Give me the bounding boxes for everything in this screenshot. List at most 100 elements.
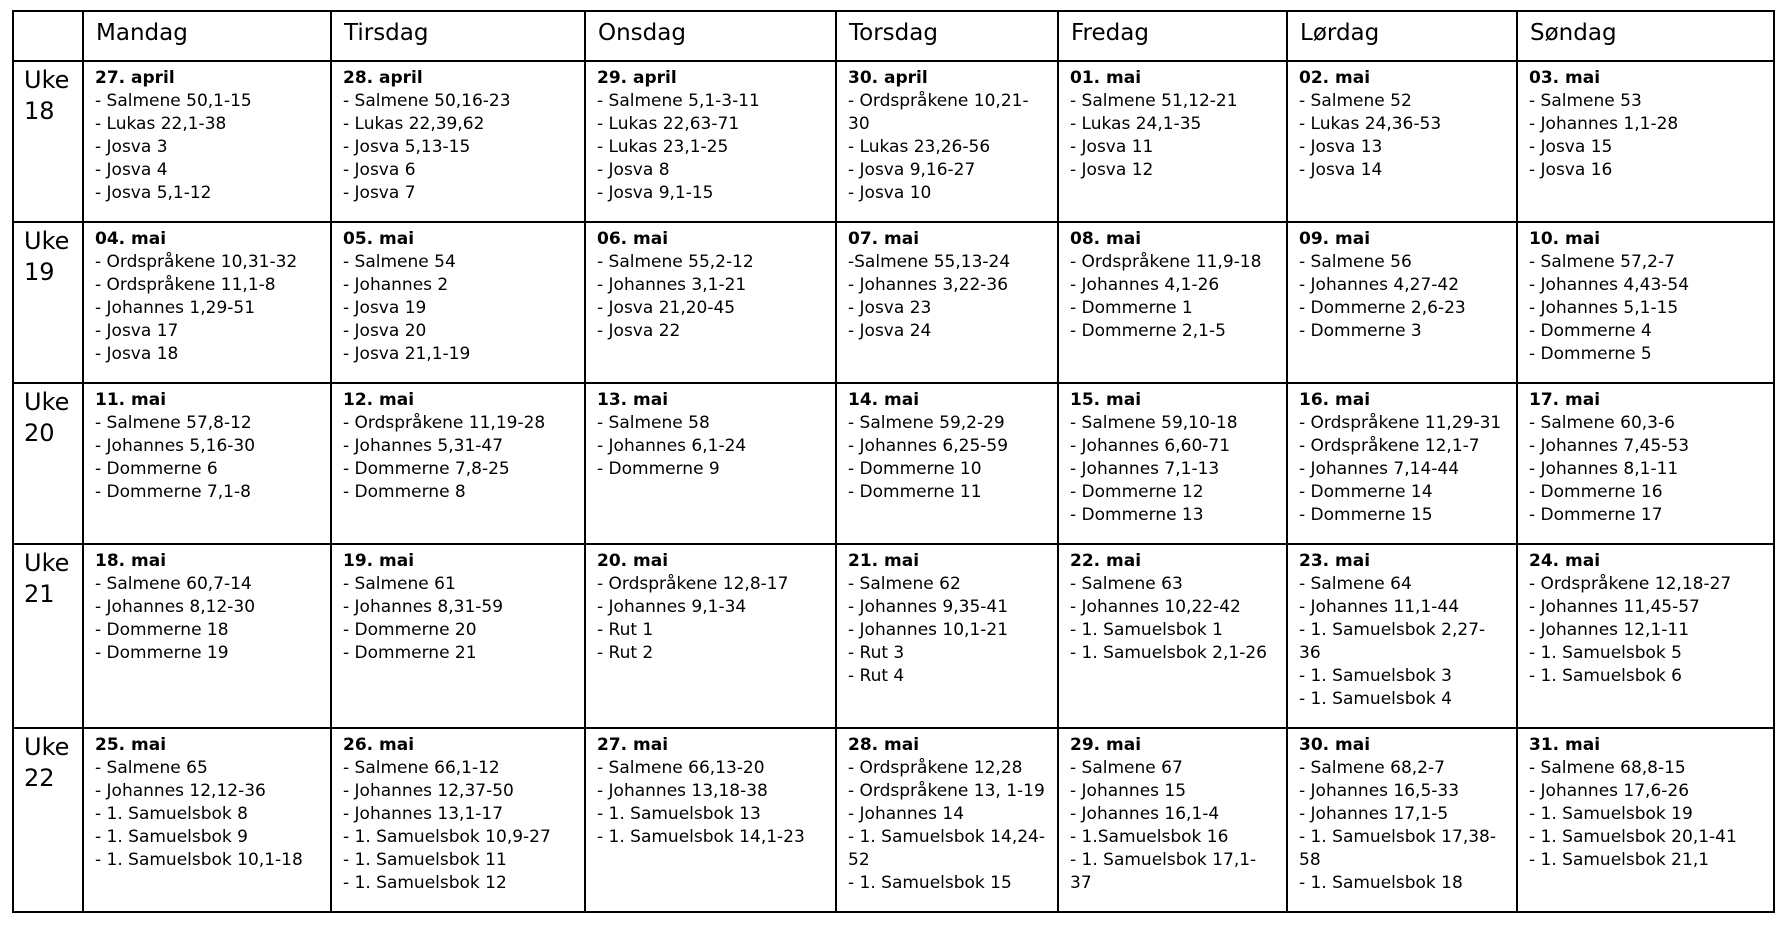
day-cell: 01. mai - Salmene 51,12-21 - Lukas 24,1-35… — [1057, 60, 1288, 223]
reading-line: - Salmene 54 — [343, 252, 456, 272]
day-cell: 23. mai - Salmene 64 - Johannes 11,1-44 - 1… — [1286, 543, 1518, 729]
date-heading: 08. mai — [1070, 229, 1142, 249]
reading-line: - Johannes 7,45-53 — [1529, 436, 1690, 456]
reading-line: - Dommerne 20 — [343, 620, 477, 640]
reading-line: - Rut 4 — [848, 666, 905, 686]
reading-line: - 1. Samuelsbok 18 — [1299, 873, 1463, 893]
reading-line: - Johannes 11,1-44 — [1299, 597, 1460, 617]
reading-line: - Dommerne 2,6-23 — [1299, 298, 1466, 318]
reading-line: - 1. Samuelsbok 11 — [343, 850, 507, 870]
reading-line: - Salmene 66,13-20 — [597, 758, 765, 778]
week-label: Uke 21 — [12, 543, 84, 729]
reading-line: - Johannes 17,1-5 — [1299, 804, 1449, 824]
reading-line: - 1. Samuelsbok 14,24-52 — [848, 827, 1045, 870]
day-header: Tirsdag — [330, 10, 586, 62]
reading-line: - Rut 2 — [597, 643, 654, 663]
day-cell: 30. april - Ordspråkene 10,21-30 - Lukas 2… — [835, 60, 1059, 223]
date-heading: 13. mai — [597, 390, 669, 410]
date-heading: 22. mai — [1070, 551, 1142, 571]
reading-line: - Salmene 5,1-3-11 — [597, 91, 760, 111]
day-cell: 06. mai - Salmene 55,2-12 - Johannes 3,1-2… — [584, 221, 837, 384]
reading-line: - 1. Samuelsbok 21,1 — [1529, 850, 1710, 870]
day-header: Søndag — [1516, 10, 1775, 62]
reading-line: - Dommerne 10 — [848, 459, 982, 479]
reading-line: - Johannes 9,1-34 — [597, 597, 747, 617]
reading-line: - Dommerne 19 — [95, 643, 229, 663]
reading-line: - Josva 13 — [1299, 137, 1383, 157]
reading-line: - Lukas 23,1-25 — [597, 137, 729, 157]
reading-plan-table: Mandag Tirsdag Onsdag Torsdag Fredag Lørdag Sø… — [12, 10, 1775, 913]
reading-line: - Johannes 7,1-13 — [1070, 459, 1220, 479]
date-heading: 04. mai — [95, 229, 167, 249]
reading-line: - Josva 4 — [95, 160, 168, 180]
reading-line: - Josva 5,1-12 — [95, 183, 212, 203]
reading-line: - 1. Samuelsbok 17,1-37 — [1070, 850, 1257, 893]
reading-line: - Lukas 24,36-53 — [1299, 114, 1442, 134]
reading-line: - Johannes 5,31-47 — [343, 436, 504, 456]
date-heading: 11. mai — [95, 390, 167, 410]
date-heading: 28. mai — [848, 735, 920, 755]
reading-line: - Salmene 55,2-12 — [597, 252, 754, 272]
day-cell: 09. mai - Salmene 56 - Johannes 4,27-42 - D… — [1286, 221, 1518, 384]
reading-line: - 1. Samuelsbok 1 — [1070, 620, 1223, 640]
reading-line: - Josva 3 — [95, 137, 168, 157]
table-body: Uke 18 27. april - Salmene 50,1-15 - Lukas … — [12, 60, 1775, 913]
reading-line: - 1. Samuelsbok 15 — [848, 873, 1012, 893]
date-heading: 05. mai — [343, 229, 415, 249]
reading-line: - Josva 10 — [848, 183, 932, 203]
reading-line: - Rut 3 — [848, 643, 905, 663]
reading-line: - Johannes 5,1-15 — [1529, 298, 1679, 318]
reading-line: - Dommerne 11 — [848, 482, 982, 502]
date-heading: 17. mai — [1529, 390, 1601, 410]
reading-line: - Dommerne 13 — [1070, 505, 1204, 525]
reading-line: - 1. Samuelsbok 12 — [343, 873, 507, 893]
reading-line: - Johannes 12,12-36 — [95, 781, 266, 801]
reading-line: - Lukas 22,1-38 — [95, 114, 227, 134]
reading-line: - Ordspråkene 12,28 — [848, 758, 1023, 778]
reading-line: - 1. Samuelsbok 13 — [597, 804, 761, 824]
reading-line: - 1. Samuelsbok 3 — [1299, 666, 1452, 686]
reading-line: - Dommerne 5 — [1529, 344, 1652, 364]
reading-line: - Josva 14 — [1299, 160, 1383, 180]
day-header: Lørdag — [1286, 10, 1518, 62]
reading-line: - Johannes 7,14-44 — [1299, 459, 1460, 479]
reading-line: - Dommerne 4 — [1529, 321, 1652, 341]
reading-line: - Lukas 24,1-35 — [1070, 114, 1202, 134]
day-cell: 26. mai - Salmene 66,1-12 - Johannes 12,37… — [330, 727, 586, 913]
reading-line: - Dommerne 2,1-5 — [1070, 321, 1226, 341]
day-header: Mandag — [82, 10, 332, 62]
reading-line: - Salmene 65 — [95, 758, 208, 778]
reading-line: - Josva 6 — [343, 160, 416, 180]
reading-line: - Rut 1 — [597, 620, 654, 640]
day-cell: 05. mai - Salmene 54 - Johannes 2 - Josva 1… — [330, 221, 586, 384]
reading-line: - Ordspråkene 13, 1-19 — [848, 781, 1045, 801]
reading-line: - Johannes 8,1-11 — [1529, 459, 1679, 479]
reading-line: - Johannes 12,1-11 — [1529, 620, 1690, 640]
reading-line: - Josva 20 — [343, 321, 427, 341]
reading-line: - Johannes 6,1-24 — [597, 436, 747, 456]
reading-line: - Salmene 51,12-21 — [1070, 91, 1238, 111]
date-heading: 10. mai — [1529, 229, 1601, 249]
reading-line: - Salmene 60,3-6 — [1529, 413, 1675, 433]
reading-line: - Johannes 14 — [848, 804, 965, 824]
day-cell: 20. mai - Ordspråkene 12,8-17 - Johannes 9… — [584, 543, 837, 729]
week-label: Uke 22 — [12, 727, 84, 913]
reading-line: - Josva 12 — [1070, 160, 1154, 180]
reading-line: - Josva 9,1-15 — [597, 183, 714, 203]
reading-line: - Johannes 1,29-51 — [95, 298, 256, 318]
date-heading: 14. mai — [848, 390, 920, 410]
reading-line: - 1. Samuelsbok 8 — [95, 804, 248, 824]
reading-line: - Josva 7 — [343, 183, 416, 203]
reading-line: - Johannes 10,1-21 — [848, 620, 1009, 640]
day-cell: 24. mai - Ordspråkene 12,18-27 - Johannes … — [1516, 543, 1775, 729]
reading-line: - Salmene 57,2-7 — [1529, 252, 1675, 272]
day-cell: 02. mai - Salmene 52 - Lukas 24,36-53 - Jos… — [1286, 60, 1518, 223]
reading-line: - Josva 16 — [1529, 160, 1613, 180]
reading-line: - Johannes 12,37-50 — [343, 781, 514, 801]
reading-line: - Johannes 16,1-4 — [1070, 804, 1220, 824]
reading-line: - Lukas 22,39,62 — [343, 114, 485, 134]
reading-line: - Ordspråkene 12,18-27 — [1529, 574, 1732, 594]
date-heading: 12. mai — [343, 390, 415, 410]
week-label: Uke 20 — [12, 382, 84, 545]
date-heading: 15. mai — [1070, 390, 1142, 410]
